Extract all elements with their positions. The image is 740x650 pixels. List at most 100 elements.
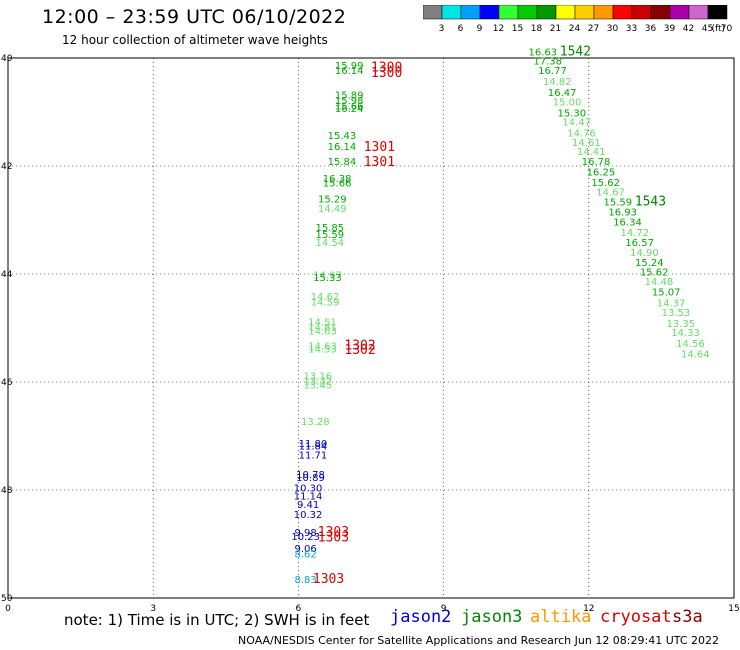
wave-height-point: 14.63	[308, 326, 337, 337]
legend-label: 15	[512, 24, 523, 34]
plot-frame	[7, 57, 735, 599]
wave-height-point: 15.59	[604, 197, 633, 208]
wave-height-point: 15.59	[316, 230, 345, 241]
wave-height-point: 16.93	[608, 208, 637, 219]
wave-height-point: 9.06	[295, 544, 317, 555]
wave-height-point: 11.14	[294, 492, 323, 503]
y-tick-label: 42	[1, 162, 12, 172]
wave-height-point: 14.61	[572, 138, 601, 149]
legend-label: 9	[477, 24, 483, 34]
wave-height-point: 10.78	[296, 470, 325, 481]
wave-height-point: 15.62	[640, 268, 669, 279]
wave-height-point: 14.72	[620, 228, 649, 239]
wave-height-point: 15.43	[328, 131, 357, 142]
legend-label: 18	[531, 24, 543, 34]
page-subtitle: 12 hour collection of altimeter wave hei…	[62, 33, 328, 47]
wave-height-point: 16.38	[323, 174, 352, 185]
pass-time-label: 1543	[635, 194, 666, 209]
wave-height-point: 13.32	[303, 377, 332, 388]
pass-time-label: 1302	[344, 339, 375, 354]
legend-label: 70	[721, 24, 733, 34]
wave-height-point: 17.38	[533, 56, 562, 67]
wave-height-point: 14.64	[681, 350, 710, 361]
wave-height-point: 15.99	[335, 61, 364, 72]
x-tick-label: 3	[150, 604, 156, 614]
legend-label: 36	[645, 24, 657, 34]
page-title: 12:00 – 23:59 UTC 06/10/2022	[42, 6, 347, 28]
wave-height-point: 15.29	[318, 195, 347, 206]
legend-swatch	[707, 5, 728, 20]
legend-label: 39	[664, 24, 676, 34]
y-tick-label: 40	[1, 54, 13, 64]
wave-height-point: 10.30	[294, 484, 323, 495]
wave-height-point: 15.84	[328, 157, 357, 168]
y-tick-label: 50	[1, 594, 13, 604]
wave-height-point: 11.84	[299, 442, 328, 453]
wave-height-point: 14.67	[596, 188, 625, 199]
wave-height-point: 14.82	[543, 77, 572, 88]
wave-height-point: 14.49	[318, 204, 347, 215]
wave-height-point: 13.16	[303, 371, 332, 382]
wave-height-point: 16.57	[625, 238, 654, 249]
wave-height-point: 16.14	[335, 66, 364, 77]
pass-time-label: 1302	[344, 343, 375, 358]
wave-height-point: 15.66	[335, 101, 364, 112]
wave-height-point: 13.53	[662, 308, 691, 319]
wave-height-point: 11.71	[299, 451, 328, 462]
pass-time-label: 1542	[560, 44, 591, 59]
wave-height-point: 14.81	[308, 323, 337, 334]
wave-height-point: 15.89	[335, 91, 364, 102]
x-tick-label: 9	[441, 604, 447, 614]
legend-label: 21	[550, 24, 561, 34]
legend-label: 30	[607, 24, 619, 34]
pass-time-label: 1303	[318, 525, 349, 540]
legend-label: 42	[683, 24, 694, 34]
wave-height-point: 14.59	[311, 297, 340, 308]
wave-height-point: 14.54	[316, 238, 345, 249]
wave-height-point: 16.24	[335, 104, 364, 115]
wave-height-point: 8.83	[295, 575, 317, 586]
wave-height-point: 15.30	[558, 108, 587, 119]
y-tick-label: 48	[1, 486, 13, 496]
wave-height-point: 14.90	[630, 248, 659, 259]
wave-height-point: 15.98	[335, 96, 364, 107]
wave-height-point: 15.85	[316, 223, 345, 234]
satellite-jason3: jason3	[461, 607, 523, 627]
wave-height-point: 14.37	[657, 298, 686, 309]
legend-label: 27	[588, 24, 599, 34]
wave-height-point: 11.80	[299, 439, 328, 450]
legend-label: 6	[458, 24, 464, 34]
legend-label: 12	[493, 24, 504, 34]
wave-height-point: 10.23	[291, 532, 320, 543]
pass-time-label: 1303	[318, 530, 349, 545]
wave-height-point: 14.62	[311, 292, 340, 303]
wave-height-point: 14.56	[676, 339, 705, 350]
wave-height-point: 14.33	[671, 328, 700, 339]
wave-height-point: 9.41	[297, 500, 319, 511]
wave-height-point: 15.07	[652, 288, 681, 299]
pass-time-label: 1300	[371, 61, 402, 76]
x-tick-label: 0	[5, 604, 11, 614]
pass-time-label: 1301	[364, 140, 395, 155]
wave-height-point: 14.63	[308, 342, 337, 353]
color-legend: 3 6 9 12 15 18 21 24 27 30 33 36 39 42 45 70(ft)	[423, 5, 733, 34]
wave-height-point: 16.25	[587, 168, 616, 179]
wave-height-point: 13.28	[301, 417, 330, 428]
legend-unit: (ft)	[711, 24, 725, 34]
satellite-s3a: s3a	[672, 607, 703, 627]
legend-label: 45	[702, 24, 713, 34]
wave-height-point: 15.00	[553, 98, 582, 109]
satellite-altika: altika	[530, 607, 592, 627]
wave-height-point: 16.14	[328, 142, 357, 153]
pass-time-label: 1301	[364, 155, 395, 170]
wave-height-point: 10.32	[294, 510, 323, 521]
wave-height-point: 14.97	[313, 270, 342, 281]
wave-height-point: 15.62	[591, 178, 620, 189]
x-tick-label: 15	[728, 604, 739, 614]
x-tick-label: 6	[296, 604, 302, 614]
wave-height-point: 13.35	[666, 319, 695, 330]
credit-line: NOAA/NESDIS Center for Satellite Applica…	[238, 634, 720, 647]
wave-height-point: 14.41	[577, 147, 606, 158]
legend-label: 3	[439, 24, 445, 34]
